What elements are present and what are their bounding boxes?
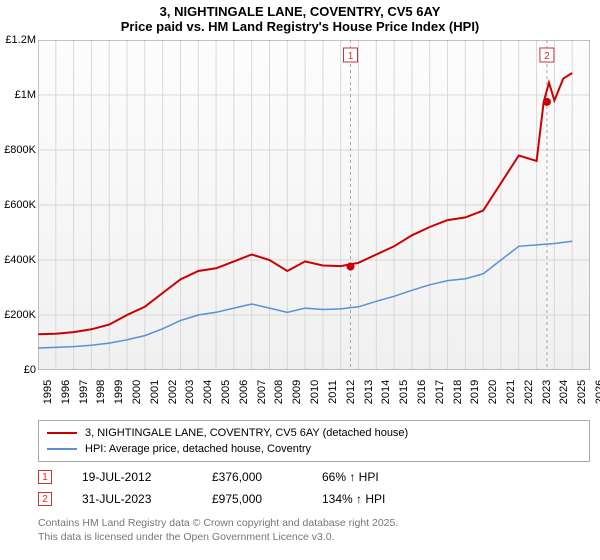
x-tick-label: 2014 <box>380 380 392 404</box>
chart-title-line1: 3, NIGHTINGALE LANE, COVENTRY, CV5 6AY <box>0 0 600 19</box>
x-tick-label: 2011 <box>327 380 339 404</box>
x-tick-label: 2018 <box>452 380 464 404</box>
x-tick-label: 2022 <box>523 380 535 404</box>
event-price-1: £376,000 <box>212 466 322 488</box>
x-tick-label: 2003 <box>184 380 196 404</box>
event-pct-2: 134% ↑ HPI <box>322 488 452 510</box>
legend-label-hpi: HPI: Average price, detached house, Cove… <box>85 441 311 457</box>
y-tick-label: £1M <box>2 89 36 101</box>
event-marker-1: 1 <box>38 470 52 484</box>
event-row-2: 2 31-JUL-2023 £975,000 134% ↑ HPI <box>38 488 590 510</box>
legend-swatch-property <box>47 432 77 434</box>
legend-row-hpi: HPI: Average price, detached house, Cove… <box>47 441 581 457</box>
y-tick-label: £1.2M <box>2 34 36 46</box>
x-tick-label: 1998 <box>95 380 107 404</box>
line-chart-svg: 12 <box>38 40 590 370</box>
x-tick-label: 2020 <box>487 380 499 404</box>
x-tick-label: 2016 <box>416 380 428 404</box>
x-tick-label: 2010 <box>309 380 321 404</box>
svg-text:2: 2 <box>544 51 550 62</box>
x-tick-label: 2006 <box>238 380 250 404</box>
x-tick-label: 2001 <box>149 380 161 404</box>
svg-text:1: 1 <box>348 51 354 62</box>
x-tick-label: 2004 <box>202 380 214 404</box>
x-tick-label: 2021 <box>505 380 517 404</box>
legend-swatch-hpi <box>47 448 77 450</box>
x-tick-label: 2008 <box>273 380 285 404</box>
y-tick-label: £0 <box>2 364 36 376</box>
x-tick-label: 1995 <box>42 380 54 404</box>
event-marker-2: 2 <box>38 492 52 506</box>
x-tick-label: 2002 <box>167 380 179 404</box>
event-rows: 1 19-JUL-2012 £376,000 66% ↑ HPI 2 31-JU… <box>38 466 590 510</box>
x-tick-label: 2012 <box>345 380 357 404</box>
x-tick-label: 2026 <box>594 380 600 404</box>
x-tick-label: 2019 <box>469 380 481 404</box>
chart-container: 3, NIGHTINGALE LANE, COVENTRY, CV5 6AY P… <box>0 0 600 560</box>
x-tick-label: 2025 <box>576 380 588 404</box>
y-tick-label: £800K <box>2 144 36 156</box>
event-date-1: 19-JUL-2012 <box>82 466 212 488</box>
legend-row-property: 3, NIGHTINGALE LANE, COVENTRY, CV5 6AY (… <box>47 425 581 441</box>
x-tick-label: 2000 <box>131 380 143 404</box>
y-tick-label: £400K <box>2 254 36 266</box>
footer-line2: This data is licensed under the Open Gov… <box>38 530 398 544</box>
footer-line1: Contains HM Land Registry data © Crown c… <box>38 516 398 530</box>
y-tick-label: £600K <box>2 199 36 211</box>
x-tick-label: 2007 <box>256 380 268 404</box>
x-tick-label: 2015 <box>398 380 410 404</box>
x-tick-label: 2013 <box>363 380 375 404</box>
legend-label-property: 3, NIGHTINGALE LANE, COVENTRY, CV5 6AY (… <box>85 425 408 441</box>
x-tick-label: 2005 <box>220 380 232 404</box>
chart-title-line2: Price paid vs. HM Land Registry's House … <box>0 19 600 34</box>
event-date-2: 31-JUL-2023 <box>82 488 212 510</box>
footer: Contains HM Land Registry data © Crown c… <box>38 516 398 544</box>
event-price-2: £975,000 <box>212 488 322 510</box>
x-tick-label: 2009 <box>291 380 303 404</box>
event-row-1: 1 19-JUL-2012 £376,000 66% ↑ HPI <box>38 466 590 488</box>
legend: 3, NIGHTINGALE LANE, COVENTRY, CV5 6AY (… <box>38 420 590 462</box>
y-tick-label: £200K <box>2 309 36 321</box>
x-tick-label: 2023 <box>541 380 553 404</box>
event-pct-1: 66% ↑ HPI <box>322 466 452 488</box>
x-tick-label: 1997 <box>78 380 90 404</box>
x-tick-label: 2024 <box>558 380 570 404</box>
x-tick-label: 2017 <box>434 380 446 404</box>
x-tick-label: 1996 <box>60 380 72 404</box>
x-tick-label: 1999 <box>113 380 125 404</box>
chart-area: 12 <box>38 40 590 370</box>
